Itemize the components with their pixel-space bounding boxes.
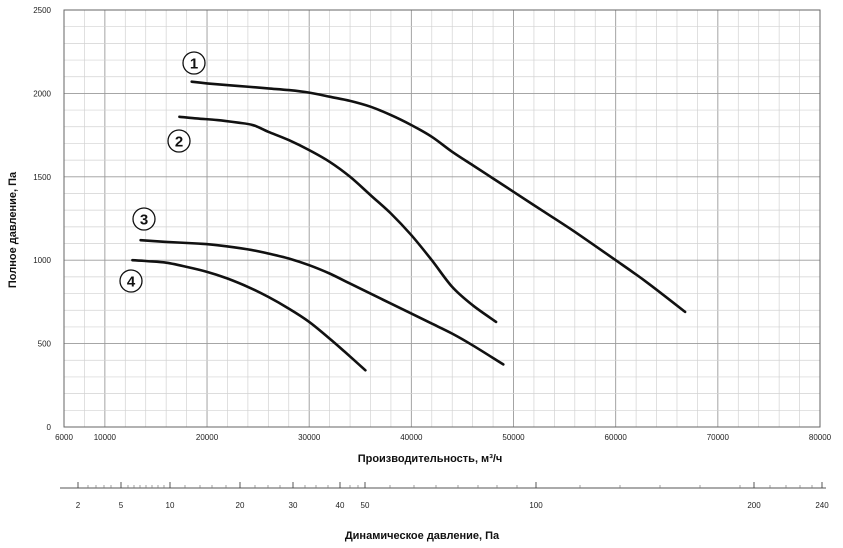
curves — [131, 80, 687, 372]
curve-marker-circle — [132, 207, 156, 231]
x-tick-labels: 6000 10000 20000 30000 40000 50000 60000 70000 8… — [55, 433, 832, 442]
x-tick-label: 6000 — [55, 433, 73, 442]
secondary-tick-label: 20 — [236, 501, 245, 510]
grid — [64, 10, 820, 427]
secondary-tick-label: 200 — [747, 501, 761, 510]
curve-marker-3: 3 — [132, 207, 156, 231]
curve-4 — [131, 258, 367, 372]
x-tick-label: 20000 — [196, 433, 219, 442]
secondary-tick-label: 5 — [119, 501, 124, 510]
plot-border — [63, 9, 821, 428]
curve-marker-label: 3 — [140, 212, 148, 229]
dynamic-pressure-axis: 2 5 10 20 30 40 50 100 200 240 — [60, 482, 829, 510]
curve-1 — [190, 80, 687, 314]
secondary-tick-label: 100 — [529, 501, 543, 510]
x-tick-label: 50000 — [502, 433, 525, 442]
secondary-tick-label: 30 — [289, 501, 298, 510]
y-axis-title: Полное давление, Па — [7, 171, 19, 288]
secondary-tick-label: 50 — [361, 501, 370, 510]
curve-marker-4: 4 — [119, 269, 143, 293]
x-tick-label: 80000 — [809, 433, 832, 442]
y-tick-label: 0 — [47, 423, 52, 432]
curve-marker-label: 2 — [175, 134, 183, 151]
y-tick-label: 500 — [38, 340, 52, 349]
secondary-axis-title: Динамическое давление, Па — [345, 530, 500, 542]
secondary-tick-label: 2 — [76, 501, 81, 510]
curve-2 — [178, 115, 498, 324]
x-tick-label: 40000 — [400, 433, 423, 442]
y-tick-label: 2000 — [33, 89, 51, 98]
curve-marker-2: 2 — [167, 129, 191, 153]
curve-marker-label: 1 — [190, 56, 198, 73]
x-tick-label: 60000 — [605, 433, 628, 442]
x-tick-label: 10000 — [94, 433, 117, 442]
curve-marker-circle — [182, 51, 206, 75]
y-tick-label: 2500 — [33, 6, 51, 15]
curve-marker-label: 4 — [127, 274, 136, 291]
y-tick-label: 1000 — [33, 256, 51, 265]
secondary-tick-label: 10 — [166, 501, 175, 510]
y-tick-label: 1500 — [33, 173, 51, 182]
x-tick-label: 70000 — [707, 433, 730, 442]
curve-3 — [139, 238, 505, 366]
curve-markers: 1 2 3 4 — [119, 51, 206, 293]
curve-marker-1: 1 — [182, 51, 206, 75]
secondary-tick-label: 240 — [815, 501, 829, 510]
y-tick-labels: 0 500 1000 1500 2000 2500 — [33, 6, 51, 432]
x-tick-label: 30000 — [298, 433, 321, 442]
curve-marker-circle — [119, 269, 143, 293]
plot-frame — [63, 9, 821, 428]
x-axis-title: Производительность, м³/ч — [358, 453, 503, 465]
secondary-tick-label: 40 — [336, 501, 345, 510]
curve-marker-circle — [167, 129, 191, 153]
